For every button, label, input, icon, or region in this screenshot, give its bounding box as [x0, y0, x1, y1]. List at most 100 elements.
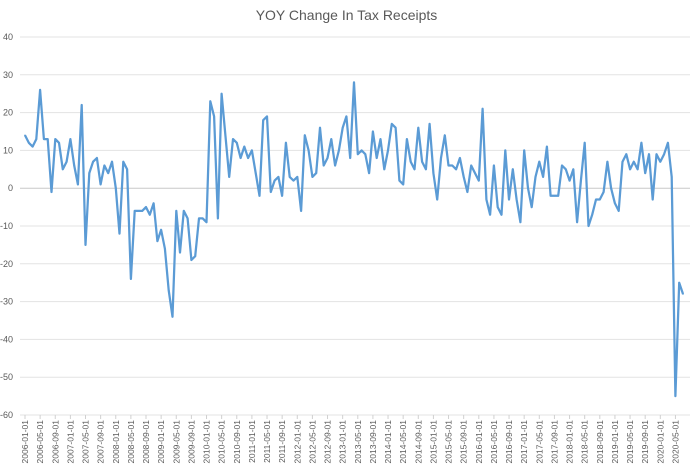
data-point: [394, 126, 397, 129]
x-tick-label: 2007-01-01: [65, 420, 75, 464]
data-point: [557, 195, 559, 197]
x-tick-label: 2006-05-01: [35, 420, 45, 464]
data-point: [300, 210, 302, 212]
data-point: [667, 142, 669, 144]
y-tick-label: 0: [8, 183, 13, 193]
data-point: [88, 172, 91, 174]
data-point: [92, 160, 94, 163]
data-point: [198, 217, 200, 220]
data-point: [262, 119, 265, 121]
x-tick-label: 2014-01-01: [383, 420, 393, 464]
data-point: [152, 202, 155, 205]
data-point: [542, 176, 544, 178]
data-point: [398, 179, 401, 182]
data-point: [326, 157, 329, 159]
data-point: [107, 172, 109, 174]
data-point: [606, 160, 609, 163]
data-point: [77, 183, 79, 186]
data-point: [145, 206, 147, 208]
x-tick-label: 2013-01-01: [338, 420, 348, 464]
data-point: [186, 217, 189, 220]
data-point: [236, 142, 238, 144]
data-point: [149, 213, 151, 216]
x-tick-label: 2010-09-01: [232, 420, 242, 464]
series-line: [23, 81, 685, 398]
x-tick-label: 2011-01-01: [247, 420, 257, 463]
data-point: [565, 168, 567, 171]
data-point: [617, 210, 620, 212]
data-point: [69, 138, 72, 140]
x-tick-label: 2019-05-01: [625, 420, 635, 464]
x-tick-label: 2016-09-01: [504, 420, 514, 464]
data-point: [614, 202, 616, 205]
x-tick-label: 2015-01-01: [428, 420, 438, 464]
data-point: [599, 198, 601, 201]
data-point: [493, 164, 495, 167]
data-point: [228, 176, 230, 178]
data-point: [546, 145, 548, 148]
data-point: [175, 210, 178, 212]
data-point: [84, 244, 87, 246]
data-point: [307, 149, 310, 152]
x-tick-label: 2012-01-01: [292, 420, 302, 464]
data-point: [455, 168, 457, 171]
data-point: [194, 255, 196, 257]
data-point: [111, 160, 113, 163]
x-tick-label: 2007-09-01: [96, 420, 106, 464]
x-tick-label: 2009-01-01: [156, 420, 166, 464]
data-point: [179, 251, 181, 254]
data-point: [54, 138, 57, 140]
data-point: [115, 187, 117, 189]
data-point: [220, 92, 223, 95]
data-point: [440, 157, 442, 159]
data-point: [602, 191, 605, 193]
data-point: [413, 168, 416, 171]
x-tick-label: 2013-09-01: [368, 420, 378, 464]
data-point: [659, 160, 662, 163]
data-point: [489, 213, 491, 216]
data-point: [670, 176, 673, 178]
data-point: [651, 198, 654, 201]
x-tick-label: 2010-05-01: [217, 420, 227, 464]
data-point: [372, 130, 374, 133]
data-point: [459, 157, 461, 159]
data-point: [580, 179, 582, 182]
data-point: [368, 172, 370, 174]
data-point: [576, 221, 578, 223]
data-point: [591, 213, 593, 216]
data-point: [534, 176, 537, 178]
data-point: [640, 142, 643, 144]
data-point: [43, 138, 45, 140]
y-tick-label: -10: [0, 221, 13, 231]
data-point: [508, 198, 510, 201]
data-point: [62, 168, 64, 171]
data-point: [572, 168, 575, 171]
data-point: [341, 126, 344, 129]
data-point: [674, 395, 677, 397]
data-point: [247, 157, 249, 159]
data-point: [561, 164, 563, 167]
y-tick-label: -30: [0, 297, 13, 307]
gridlines: [20, 36, 690, 416]
x-tick-label: 2012-05-01: [307, 420, 317, 464]
data-point: [360, 149, 363, 152]
series-layer: [23, 81, 685, 398]
x-tick-label: 2019-09-01: [640, 420, 650, 464]
x-tick-label: 2008-05-01: [126, 420, 136, 464]
x-tick-label: 2006-09-01: [50, 420, 60, 464]
data-point: [39, 89, 41, 91]
data-point: [334, 164, 336, 167]
x-tick-label: 2010-01-01: [202, 420, 212, 464]
data-point: [80, 104, 83, 106]
data-point: [663, 153, 665, 155]
data-point: [379, 138, 382, 140]
data-point: [636, 168, 639, 171]
data-point: [190, 259, 193, 261]
x-tick-label: 2008-09-01: [141, 420, 151, 464]
data-point: [538, 160, 541, 163]
data-point: [625, 153, 628, 155]
data-point: [402, 183, 405, 186]
data-point: [425, 168, 427, 171]
data-point: [130, 278, 132, 280]
data-point: [519, 221, 522, 223]
